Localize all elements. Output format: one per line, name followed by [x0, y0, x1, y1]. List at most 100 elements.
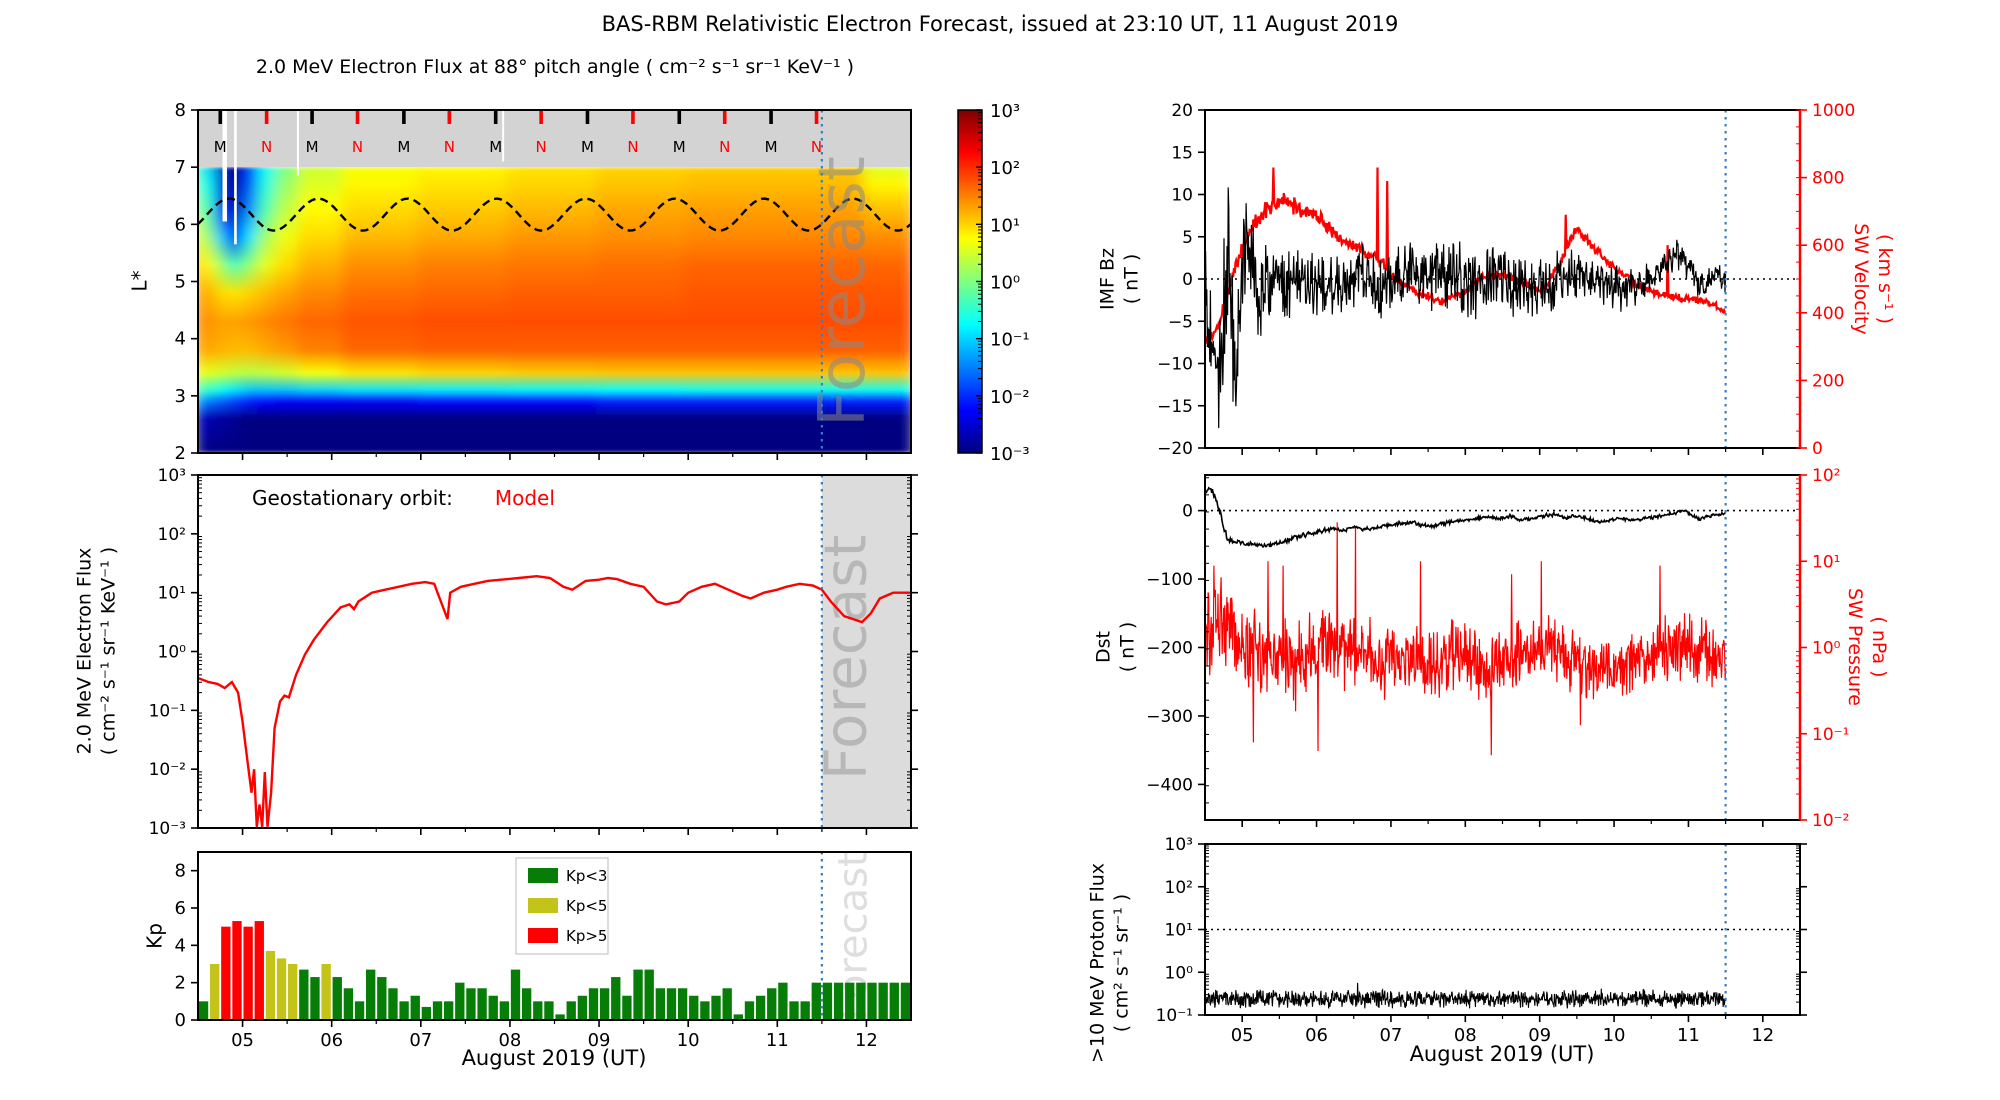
satellite-marker-letter: N: [261, 138, 272, 156]
kp-bar: [599, 988, 610, 1020]
y-tick-label: 600: [1812, 236, 1844, 256]
y-tick-label: 10²: [158, 525, 186, 545]
annotation-prefix: Geostationary orbit:: [252, 486, 453, 510]
kp-bar: [198, 1001, 209, 1020]
satellite-tick: [814, 111, 819, 124]
kp-legend-label: Kp<3: [566, 867, 607, 885]
geostationary-annotation: Geostationary orbit: Model: [252, 486, 555, 510]
satellite-tick: [355, 111, 360, 124]
imf-velocity-panel: 20 15 10 5 0 −5 −10 −15 −20 1000 800 600 400 200 0: [1157, 101, 1855, 459]
satellite-tick: [493, 111, 498, 124]
kp-bar: [499, 1001, 510, 1020]
imf-bz-axis-label-line2: ( nT ): [1120, 253, 1142, 305]
kp-bar: [321, 964, 331, 1020]
colorbar-tick-label: 10²: [990, 158, 1020, 179]
dst-line: [1204, 486, 1726, 549]
kp-bar: [544, 1001, 554, 1020]
sw-pressure-axis-label-line1: SW Pressure: [1844, 587, 1866, 707]
satellite-marker-letter: M: [765, 138, 778, 156]
proton-flux-axis-label-line1: >10 MeV Proton Flux: [1086, 862, 1109, 1064]
satellite-marker-letter: M: [581, 138, 594, 156]
dst-axis-label-line1: Dst: [1092, 631, 1115, 663]
kp-bar: [332, 977, 342, 1020]
kp-bar: [711, 995, 721, 1020]
imf-bz-axis-label: IMF Bz ( nT ): [1096, 248, 1144, 310]
y-tick-label: 10⁻¹: [1156, 1006, 1193, 1026]
y-tick-label: 10¹: [1812, 552, 1840, 572]
y-tick-label: −200: [1146, 639, 1193, 659]
kp-bar: [221, 926, 231, 1020]
y-tick-label: 10⁰: [158, 643, 187, 663]
kp-bar: [833, 982, 844, 1020]
satellite-tick: [539, 111, 543, 124]
sw-pressure-line: [1204, 522, 1727, 756]
kp-bar: [555, 1014, 565, 1020]
lstar-axis-label: L*: [127, 270, 152, 292]
kp-bar: [867, 982, 877, 1020]
kp-bar: [421, 1006, 432, 1020]
satellite-marker-letter: N: [444, 138, 455, 156]
kp-bar: [822, 982, 833, 1020]
satellite-tick: [722, 111, 727, 124]
forecast-watermark: Forecast: [806, 156, 880, 427]
y-tick-label: 10³: [158, 466, 186, 486]
satellite-marker-letter: M: [489, 138, 502, 156]
y-tick-label: 10³: [1165, 835, 1193, 855]
kp-bar: [577, 995, 588, 1020]
kp-bar: [856, 982, 866, 1020]
x-tick-label: 08: [498, 1030, 521, 1051]
colorbar-tick-label: 10⁻²: [990, 387, 1030, 408]
lstar-tick-label: 4: [175, 329, 186, 350]
x-tick-label: 06: [320, 1030, 343, 1051]
electron-flux-axis-label-line2: ( cm⁻² s⁻¹ sr⁻¹ KeV⁻¹ ): [97, 546, 119, 756]
kp-bar: [900, 982, 911, 1020]
kp-bar: [432, 1001, 443, 1020]
x-tick-label: 05: [1231, 1025, 1254, 1046]
kp-bar: [388, 988, 398, 1020]
kp-bar: [722, 988, 732, 1020]
kp-bar: [254, 921, 264, 1020]
colorbar: 10³ 10² 10¹ 10⁰ 10⁻¹ 10⁻² 10⁻³: [957, 101, 1030, 465]
kp-bar: [566, 1001, 576, 1020]
kp-axis-label: Kp: [142, 923, 167, 949]
kp-bar: [488, 995, 498, 1020]
y-tick-label: −5: [1168, 312, 1193, 332]
y-tick-label: 10⁰: [1812, 639, 1841, 659]
proton-flux-axis-label: >10 MeV Proton Flux ( cm² s⁻¹ sr⁻¹ ): [1086, 863, 1134, 1063]
kp-bar: [633, 969, 643, 1020]
y-tick-label: 1000: [1812, 101, 1855, 121]
sw-pressure-axis-label-line2: ( nPa ): [1867, 616, 1890, 678]
kp-legend-swatch: [528, 868, 558, 883]
kp-tick-label: 8: [175, 861, 186, 882]
y-tick-label: 10²: [1165, 878, 1193, 898]
x-tick-label: 12: [1751, 1025, 1774, 1046]
kp-bar: [733, 1014, 743, 1020]
x-tick-label: 05: [231, 1030, 254, 1051]
lstar-tick-label: 3: [175, 386, 186, 407]
proton-flux-line: [1204, 982, 1727, 1009]
dst-axis-label: Dst ( nT ): [1092, 622, 1140, 673]
kp-bar: [477, 988, 487, 1020]
y-tick-label: 20: [1171, 101, 1193, 121]
kp-bar: [767, 988, 777, 1020]
data-gap: [502, 111, 505, 162]
kp-bar: [377, 977, 387, 1020]
y-tick-label: 200: [1812, 371, 1844, 391]
kp-bar: [533, 1001, 543, 1020]
kp-bar: [889, 982, 899, 1020]
satellite-tick: [310, 111, 314, 124]
kp-bar: [622, 995, 632, 1020]
y-tick-label: 10⁻³: [149, 819, 186, 839]
lstar-tick-label: 8: [175, 100, 186, 121]
colorbar-tick-label: 10⁻³: [990, 444, 1030, 465]
kp-legend-label: Kp<5: [566, 897, 607, 915]
y-tick-label: 10⁻²: [1812, 811, 1849, 831]
y-tick-label: 0: [1812, 439, 1823, 459]
kp-bar: [310, 977, 320, 1020]
kp-bar: [455, 982, 465, 1020]
kp-bar: [243, 926, 253, 1020]
kp-legend: Kp<3 Kp<5 Kp>5: [515, 857, 609, 955]
